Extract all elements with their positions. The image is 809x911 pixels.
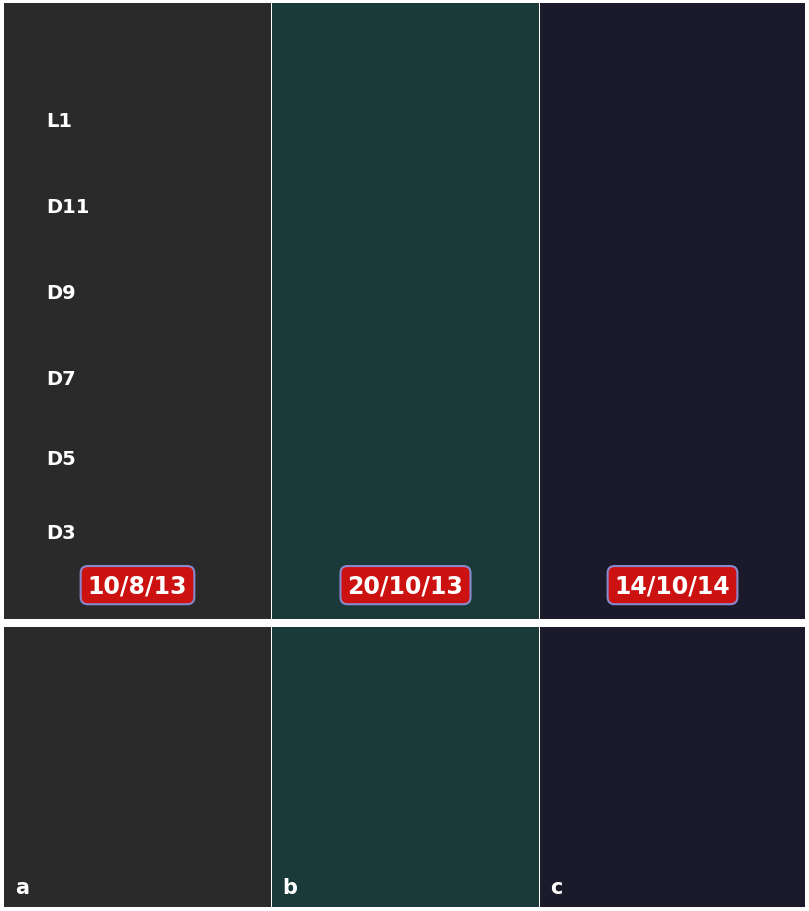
Text: 10/8/13: 10/8/13 — [87, 574, 187, 598]
Text: D11: D11 — [47, 198, 90, 217]
Text: 20/10/13: 20/10/13 — [348, 574, 464, 598]
Text: L1: L1 — [47, 111, 73, 130]
Text: D3: D3 — [47, 524, 76, 543]
Text: a: a — [15, 877, 28, 897]
Text: D7: D7 — [47, 370, 76, 389]
Text: b: b — [282, 877, 298, 897]
Text: D9: D9 — [47, 283, 76, 302]
Text: D5: D5 — [47, 450, 77, 469]
Text: 14/10/14: 14/10/14 — [615, 574, 731, 598]
Text: c: c — [551, 877, 563, 897]
